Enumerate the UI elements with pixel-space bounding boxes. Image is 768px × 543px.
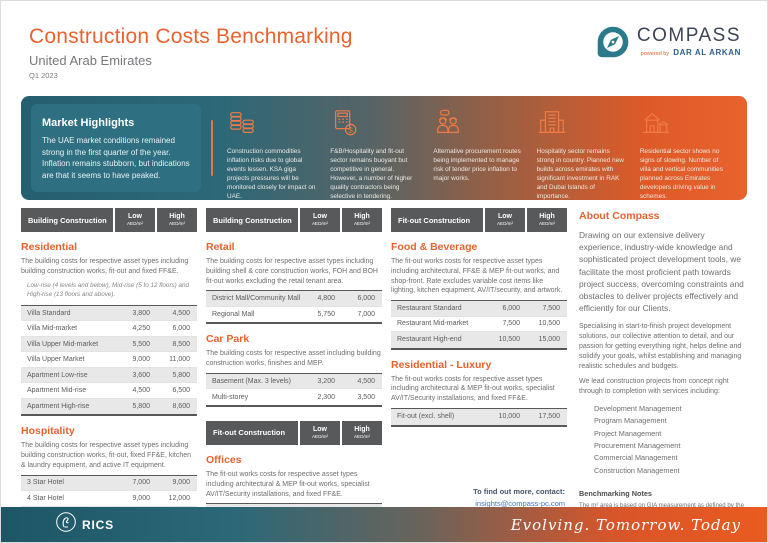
table-header: Fit-out Construction Low AED/m² High AED/m… (206, 420, 382, 445)
contact-email-link[interactable]: insights@compass-pc.com (475, 498, 565, 508)
table-row: Basement (Max. 3 levels) 3,200 4,500 (206, 373, 382, 390)
service-item: Project Management (594, 428, 662, 438)
rics-logo: RICS (55, 511, 114, 538)
table-row: Regional Mall 5,750 7,000 (212, 311, 375, 319)
highlight-item: $ F&B/Hospitality and fit-out sector rem… (324, 104, 427, 200)
highlight-text: Alternative procurement routes being imp… (433, 148, 521, 183)
section-heading-residential: Residential (21, 241, 78, 253)
retail-table: District Mall/Community Mall 4,800 6,000 R… (206, 290, 382, 325)
compass-logo: COMPASS powered by DAR AL ARKAN (596, 25, 741, 64)
column-retail-offices: Building Construction Low AED/m² High AED/… (206, 208, 382, 542)
report-period: Q1 2023 (29, 71, 58, 80)
service-item: Development Management (594, 403, 682, 413)
column-fitout: Fit-out Construction Low AED/m² High AED/m… (391, 208, 567, 520)
table-header: Building Construction Low AED/m² High AED/… (206, 208, 382, 232)
table-row: Villa Mid-market 4,250 6,000 (21, 321, 197, 337)
highlight-text: Residential sector shows no signs of slo… (639, 148, 723, 201)
car-park-table: Basement (Max. 3 levels) 3,200 4,500 Multi… (206, 372, 382, 407)
table-row: Villa Standard 3,800 4,500 (21, 305, 197, 322)
table-row: Villa Upper Market 9,000 11,000 (21, 352, 197, 368)
section-heading-car-park: Car Park (206, 333, 250, 346)
residential-table: Villa Standard 3,800 4,500 Villa Mid-marke… (21, 304, 197, 417)
section-desc: The fit-out works costs for respective a… (206, 470, 370, 498)
rics-wordmark: RICS (82, 517, 114, 532)
service-item: Program Management (594, 416, 667, 426)
divider (211, 120, 213, 176)
calculator-dollar-icon: $ (330, 108, 419, 140)
villa-house-icon (640, 108, 729, 140)
highlight-item: Alternative procurement routes being imp… (427, 104, 530, 192)
market-highlights-panel: Market Highlights The UAE market conditi… (31, 104, 201, 192)
page-subtitle: United Arab Emirates (29, 53, 152, 68)
about-paragraph: We lead construction projects from conce… (579, 378, 729, 396)
contact-heading: To find out more, contact: (473, 486, 565, 496)
logo-text: COMPASS powered by DAR AL ARKAN (637, 25, 741, 57)
service-item: Commercial Management (594, 453, 678, 463)
page-footer: RICS Evolving. Tomorrow. Today (1, 507, 767, 542)
about-paragraph: Drawing on our extensive delivery experi… (579, 230, 744, 314)
table-header: Building Construction Low AED/m² High AED/… (21, 208, 197, 232)
table-row: Fit-out (excl. shell) 10,000 17,500 (391, 409, 567, 425)
table-row: Apartment Mid-rise 4,500 6,500 (21, 383, 197, 399)
section-heading-hospitality: Hospitality (21, 425, 75, 438)
services-list: Development Management Program Managemen… (594, 403, 749, 477)
rics-lion-icon (55, 511, 77, 538)
service-item: Procurement Management (594, 441, 681, 451)
section-desc: The building costs for respective asset … (206, 258, 378, 285)
section-desc: The fit-out works costs for respective a… (391, 375, 555, 403)
service-item: Construction Management (594, 465, 680, 475)
table-row: Apartment High-rise 5,800 8,600 (21, 398, 197, 415)
about-sidebar: About Compass Drawing on our extensive d… (579, 208, 749, 541)
food-beverage-table: Restaurant Standard 6,000 7,500 Restaurant… (391, 300, 567, 350)
benchmarking-notes-heading: Benchmarking Notes (579, 489, 652, 499)
highlight-item: Hospitality sector remains strong in cou… (531, 104, 634, 200)
section-heading-food-beverage: Food & Beverage (391, 241, 478, 253)
section-desc: The building costs for respective asset … (21, 442, 192, 469)
section-heading-offices: Offices (206, 453, 242, 466)
highlight-item: Residential sector shows no signs of slo… (634, 104, 737, 200)
highlight-item: Construction commodities inflation risks… (221, 104, 324, 200)
about-paragraph: Specialising in start-to-finish project … (579, 323, 742, 370)
commodities-coins-icon (227, 108, 316, 140)
section-heading-retail: Retail (206, 241, 235, 253)
market-highlights-summary: The UAE market conditions remained stron… (42, 136, 190, 180)
section-note: Low-rise (4 levels and below), Mid-rise … (27, 281, 190, 298)
page-header: Construction Costs Benchmarking United A… (29, 25, 741, 80)
about-heading: About Compass (579, 210, 660, 222)
column-building-residential: Building Construction Low AED/m² High AED/… (21, 208, 197, 540)
table-row: Restaurant Mid-market 7,500 10,500 (391, 317, 567, 333)
section-desc: The fit-out works costs for respective a… (391, 258, 563, 295)
highlight-text: Construction commodities inflation risks… (227, 148, 316, 201)
table-row: Multi-storey 2,300 3,500 (212, 393, 375, 401)
table-row: 3 Star Hotel 7,000 9,000 (21, 475, 197, 492)
table-row: District Mall/Community Mall 4,800 6,000 (206, 291, 382, 307)
table-row: Restaurant High-end 10,500 15,000 (391, 332, 567, 348)
svg-text:$: $ (349, 125, 354, 134)
highlight-text: F&B/Hospitality and fit-out sector remai… (330, 148, 413, 201)
table-row: 4 Star Hotel 9,000 12,000 (21, 491, 197, 507)
market-highlights-band: Market Highlights The UAE market conditi… (21, 96, 747, 200)
residential-luxury-table: Fit-out (excl. shell) 10,000 17,500 (391, 408, 567, 427)
page-title: Construction Costs Benchmarking (29, 25, 353, 48)
compass-pin-icon (596, 25, 630, 64)
table-row: Apartment Low-rise 3,600 5,800 (21, 367, 197, 384)
table-header: Fit-out Construction Low AED/m² High AED/m… (391, 208, 567, 232)
workers-icon (433, 108, 522, 140)
hotel-building-icon (537, 108, 626, 140)
market-highlights-title: Market Highlights (42, 117, 135, 129)
powered-by-line: powered by DAR AL ARKAN (640, 48, 741, 57)
compass-wordmark: COMPASS (636, 25, 741, 46)
main-content: Building Construction Low AED/m² High AED/… (21, 208, 749, 542)
table-row: Villa Upper Mid-market 5,500 8,500 (21, 336, 197, 353)
section-desc: The building costs for respective asset … (21, 258, 189, 275)
footer-tagline: Evolving. Tomorrow. Today (510, 515, 741, 534)
highlight-text: Hospitality sector remains strong in cou… (536, 148, 624, 201)
table-row: Restaurant Standard 6,000 7,500 (391, 301, 567, 317)
section-desc: The building costs for respective asset … (206, 350, 381, 368)
section-heading-residential-luxury: Residential - Luxury (391, 358, 492, 371)
title-block: Construction Costs Benchmarking United A… (29, 25, 353, 80)
dar-al-arkan-brand: DAR AL ARKAN (673, 48, 741, 57)
